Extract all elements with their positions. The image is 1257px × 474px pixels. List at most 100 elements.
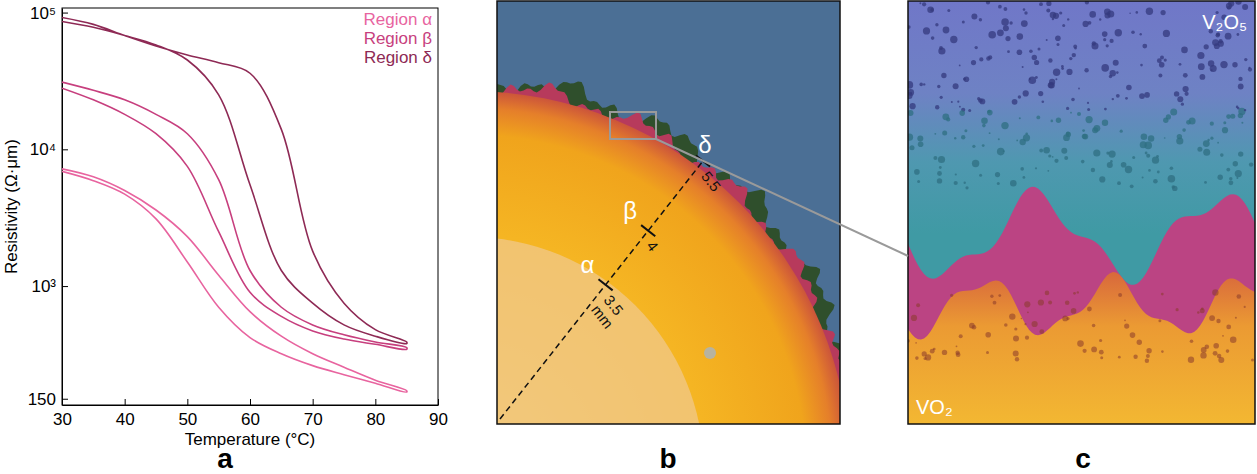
x-tick-mark xyxy=(313,399,314,405)
vo2-dot xyxy=(1083,349,1087,353)
surface-dot xyxy=(1197,147,1202,152)
surface-dot xyxy=(1242,4,1248,10)
surface-dot xyxy=(1158,74,1162,78)
surface-dot xyxy=(1136,11,1139,14)
surface-dot xyxy=(931,36,935,40)
surface-dot xyxy=(1183,73,1188,78)
surface-dot xyxy=(1144,92,1150,98)
surface-dot xyxy=(1059,11,1062,14)
vo2-dot xyxy=(990,295,993,298)
surface-dot xyxy=(1081,160,1085,164)
surface-dot xyxy=(943,27,950,34)
series-line xyxy=(62,82,407,349)
surface-dot xyxy=(1017,50,1023,56)
surface-dot xyxy=(919,83,923,87)
y-tick-mark xyxy=(62,13,68,14)
vo2-dot xyxy=(1176,308,1179,311)
surface-dot xyxy=(1182,128,1186,132)
surface-dot xyxy=(918,142,924,148)
vo2-dot xyxy=(1158,319,1161,322)
surface-dot xyxy=(1220,61,1227,68)
surface-dot xyxy=(908,89,914,96)
y-tick: 10³ xyxy=(31,277,68,296)
surface-dot xyxy=(1048,154,1051,157)
x-tick-mark xyxy=(375,399,376,405)
surface-dot xyxy=(1034,60,1039,65)
surface-dot xyxy=(1161,10,1166,15)
surface-dot xyxy=(1109,151,1116,158)
vo2-dot xyxy=(986,351,989,354)
surface-dot xyxy=(1181,103,1184,106)
surface-dot xyxy=(1071,98,1075,102)
y-tick-mark xyxy=(62,149,68,150)
x-tick: 50 xyxy=(178,399,197,429)
transition-band xyxy=(908,187,1255,424)
vo2-dot xyxy=(998,294,1001,297)
vo2-dot xyxy=(1235,317,1237,319)
surface-dot xyxy=(1238,108,1245,115)
y-tick-mark xyxy=(62,399,68,400)
surface-dot xyxy=(1141,133,1148,140)
y-axis-line xyxy=(62,9,63,406)
surface-dot xyxy=(988,31,996,39)
surface-dot xyxy=(1069,57,1072,60)
surface-dot xyxy=(1112,98,1114,100)
x-tick-mark xyxy=(438,399,439,405)
vo2-dot xyxy=(942,350,947,355)
vo2-dot xyxy=(993,301,997,305)
surface-dot xyxy=(1207,139,1209,141)
panel-c-image xyxy=(908,1,1255,424)
surface-dot xyxy=(1082,134,1087,139)
surface-dot xyxy=(1016,140,1018,142)
surface-dot xyxy=(1019,117,1021,119)
surface-dot xyxy=(937,85,940,88)
vo2-dot xyxy=(1099,350,1104,355)
surface-dot xyxy=(1074,47,1076,49)
surface-dot xyxy=(1140,64,1143,67)
surface-dot xyxy=(998,5,1002,9)
surface-dot xyxy=(971,14,977,20)
panel-c-border xyxy=(908,1,1255,424)
vo2-dot xyxy=(1130,332,1136,338)
surface-dot xyxy=(1233,161,1238,166)
surface-dot xyxy=(1039,149,1043,153)
vo2-dot xyxy=(950,294,953,297)
legend-entry: Region α xyxy=(364,10,433,29)
marker-label: α xyxy=(581,251,595,278)
vo2-dot xyxy=(1045,291,1050,296)
surface-dot xyxy=(1036,116,1040,120)
vo2-dot xyxy=(1190,339,1194,343)
vo2-dot xyxy=(1077,340,1084,347)
surface-dot xyxy=(1035,167,1037,169)
surface-dot xyxy=(1001,122,1008,129)
surface-dot xyxy=(1038,47,1041,50)
surface-dot xyxy=(1166,114,1171,119)
surface-dot xyxy=(914,169,920,175)
surface-dot xyxy=(1051,120,1054,123)
vo2-dot xyxy=(1146,348,1151,353)
vo2-region xyxy=(908,272,1255,424)
surface-dot xyxy=(917,135,923,141)
surface-dot xyxy=(1179,63,1182,66)
surface-dot xyxy=(1043,147,1050,154)
marker-distance-group: 3.5mm xyxy=(588,292,629,332)
film xyxy=(497,91,840,424)
surface-dot xyxy=(937,171,942,176)
vo2-dot xyxy=(1197,311,1200,314)
surface-dot xyxy=(1197,52,1204,59)
surface-dot xyxy=(1077,112,1081,116)
surface-dot xyxy=(1152,157,1159,164)
surface-dot xyxy=(1203,149,1210,156)
vo2-dot xyxy=(911,315,917,321)
surface-dot xyxy=(961,135,965,139)
surface-dots xyxy=(908,1,1253,191)
vo2-dot xyxy=(1091,347,1097,353)
surface-dot xyxy=(1101,64,1109,72)
surface-dot xyxy=(1236,177,1238,179)
vo2-dot xyxy=(959,334,963,338)
vo2-dot xyxy=(1226,325,1231,330)
surface-dot xyxy=(997,29,1004,36)
surface-dot xyxy=(1204,181,1207,184)
surface-dot xyxy=(908,81,913,89)
vo2-dot xyxy=(956,345,958,347)
